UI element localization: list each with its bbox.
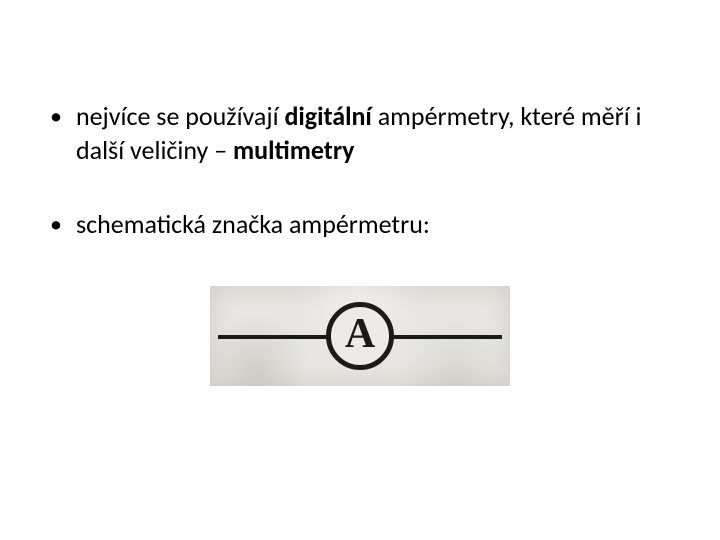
- diagram-container: A: [50, 286, 670, 386]
- bullet-marker: •: [50, 100, 62, 168]
- wire-left: [218, 335, 328, 339]
- bold-text: multimetry: [233, 134, 354, 166]
- bullet-marker: •: [50, 208, 62, 242]
- bold-text: digitální: [284, 100, 371, 132]
- text-segment: nejvíce se používají: [76, 100, 284, 132]
- wire-right: [392, 335, 502, 339]
- ammeter-symbol-diagram: A: [210, 286, 510, 386]
- bullet-text-2: schematická značka ampérmetru:: [76, 208, 670, 242]
- bullet-text-1: nejvíce se používají digitální ampérmetr…: [76, 100, 670, 168]
- ammeter-circle: A: [326, 302, 394, 370]
- ammeter-letter: A: [345, 313, 375, 355]
- bullet-item-1: • nejvíce se používají digitální ampérme…: [50, 100, 670, 168]
- bullet-item-2: • schematická značka ampérmetru:: [50, 208, 670, 242]
